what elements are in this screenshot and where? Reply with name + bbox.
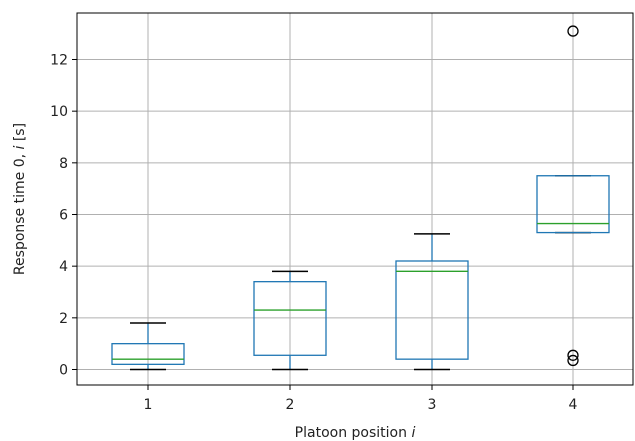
y-tick-label: 12 (50, 53, 68, 69)
x-axis-label: Platoon position i (295, 425, 416, 441)
y-tick-label: 0 (59, 363, 68, 379)
x-tick-label: 3 (428, 397, 437, 413)
box-group-3 (395, 233, 469, 371)
y-tick-label: 10 (50, 104, 68, 120)
grid-lines (77, 13, 633, 385)
outlier-point (567, 349, 579, 361)
box-iqr (395, 260, 469, 360)
outlier-point (567, 354, 579, 367)
box-iqr (536, 175, 610, 234)
box-group-2 (253, 270, 327, 371)
outlier-point (567, 25, 579, 37)
y-tick-label: 4 (59, 259, 68, 275)
x-tick-label: 1 (144, 397, 153, 413)
x-axis-ticks: 1 2 3 4 (144, 385, 578, 413)
x-tick-label: 2 (286, 397, 295, 413)
x-tick-label: 4 (569, 397, 578, 413)
box-group-1 (111, 322, 185, 371)
box-series (111, 25, 610, 371)
y-axis-ticks: 0 2 4 6 8 10 12 (50, 53, 77, 379)
box-group-4 (536, 25, 610, 367)
y-axis-label: Response time 0, i [s] (12, 123, 28, 275)
plot-frame (76, 12, 634, 386)
box-iqr (253, 281, 327, 356)
y-tick-label: 2 (59, 311, 68, 327)
y-tick-label: 6 (59, 208, 68, 224)
y-tick-label: 8 (59, 156, 68, 172)
box-iqr (111, 343, 185, 365)
